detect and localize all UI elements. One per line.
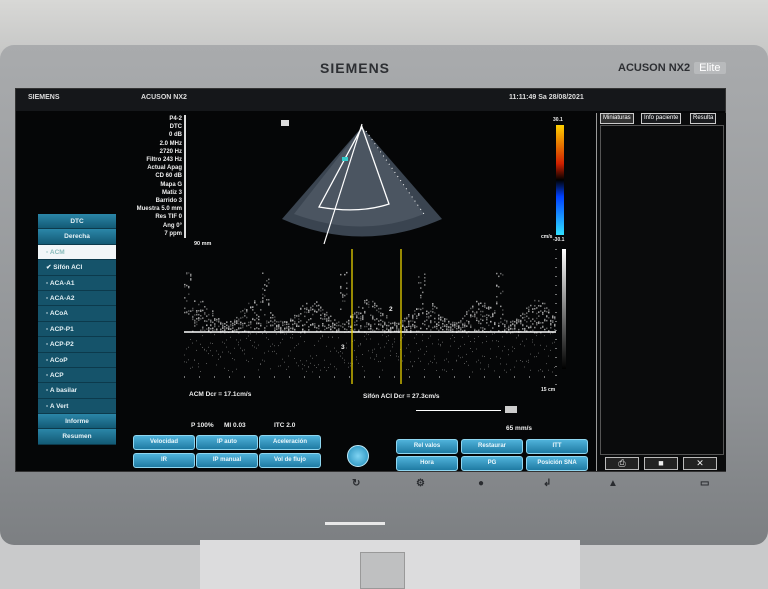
- tab-miniaturas[interactable]: Miniaturas: [600, 113, 634, 124]
- save-icon[interactable]: ■: [644, 457, 678, 470]
- measurement-sifon: Sifón ACI Dcr = 27.3cm/s: [363, 393, 440, 400]
- up-icon[interactable]: ▲: [608, 478, 618, 489]
- vessel-item[interactable]: ▫ ACoA: [38, 306, 116, 321]
- vessel-item[interactable]: ▫ ACA-A2: [38, 291, 116, 306]
- measure-button[interactable]: ITT: [526, 439, 588, 454]
- measure-button[interactable]: Posición SNA: [526, 456, 588, 471]
- measurement-acm: ACM Dcr = 17.1cm/s: [189, 391, 251, 398]
- vessel-label: ACM: [50, 249, 65, 256]
- param-line: 0 dB: [116, 131, 182, 139]
- vessel-item[interactable]: ▫ ACoP: [38, 353, 116, 368]
- vessel-label: Sifón ACI: [53, 264, 82, 271]
- thumbnail-area: [600, 125, 724, 455]
- param-line: Ang 0°: [116, 222, 182, 230]
- gray-scale-bar: [562, 249, 566, 369]
- b-mode-sector: [274, 119, 454, 249]
- vessel-item[interactable]: ✔ Sifón ACI: [38, 260, 116, 275]
- measure-button[interactable]: IP auto: [196, 435, 258, 450]
- param-line: Barrido 3: [116, 197, 182, 205]
- top-bar: SIEMENS ACUSON NX2 11:11:49 Sa 28/08/202…: [16, 89, 725, 111]
- sample-gate: [342, 157, 348, 161]
- measure-button[interactable]: Hora: [396, 456, 458, 471]
- orientation-marker: [281, 120, 289, 126]
- param-line: Actual Apag: [116, 164, 182, 172]
- doppler-spectrum: [184, 249, 574, 389]
- ultrasound-screen: SIEMENS ACUSON NX2 11:11:49 Sa 28/08/202…: [15, 88, 726, 472]
- measure-button[interactable]: IR: [133, 453, 195, 468]
- tab-resultados[interactable]: Resulta: [690, 113, 716, 124]
- vessel-item[interactable]: ▫ ACP-P1: [38, 322, 116, 337]
- sweep-slider[interactable]: [416, 410, 501, 411]
- vessel-item[interactable]: ▫ ACM: [38, 245, 116, 260]
- status-led: [325, 522, 385, 525]
- vessel-label: ACP: [50, 372, 64, 379]
- param-line: 7 ppm: [116, 230, 182, 238]
- gate-label-3: 3: [341, 344, 345, 351]
- param-line: Mapa G: [116, 181, 182, 189]
- datetime: 11:11:49 Sa 28/08/2021: [509, 94, 584, 101]
- depth-readout: 15 cm: [541, 387, 555, 393]
- rotary-knob[interactable]: [347, 445, 369, 467]
- vessel-label: A basilar: [50, 387, 77, 394]
- vessel-item[interactable]: ▫ ACP: [38, 368, 116, 383]
- print-icon[interactable]: ⎙: [605, 457, 639, 470]
- vessel-label: A Vert: [50, 403, 69, 410]
- vessel-item[interactable]: ▫ A Vert: [38, 399, 116, 414]
- settings-icon[interactable]: ⚙: [416, 478, 425, 489]
- param-line: Matiz 3: [116, 189, 182, 197]
- vessel-item[interactable]: ▫ ACA-A1: [38, 276, 116, 291]
- vessel-label: ACA-A1: [50, 280, 75, 287]
- param-line: Muestra 5.0 mm: [116, 205, 182, 213]
- param-line: P4-2: [116, 115, 182, 123]
- measure-button[interactable]: Rel valos: [396, 439, 458, 454]
- param-line: DTC: [116, 123, 182, 131]
- color-scale-bar: [556, 125, 564, 235]
- logo: SIEMENS: [28, 94, 60, 101]
- measure-button[interactable]: PG: [461, 456, 523, 471]
- vessel-label: ACP-P2: [50, 341, 74, 348]
- close-icon[interactable]: ✕: [683, 457, 717, 470]
- power-icon[interactable]: ↻: [352, 478, 360, 489]
- vessel-item[interactable]: ▫ ACP-P2: [38, 337, 116, 352]
- slider-handle[interactable]: [505, 406, 517, 413]
- vessel-item[interactable]: ▫ A basilar: [38, 383, 116, 398]
- keyboard-icon[interactable]: ▭: [700, 478, 709, 489]
- vessel-label: ACP-P1: [50, 326, 74, 333]
- home-icon[interactable]: ●: [478, 478, 484, 489]
- measure-button[interactable]: Velocidad: [133, 435, 195, 450]
- param-line: 2.0 MHz: [116, 140, 182, 148]
- brand-logo: SIEMENS: [320, 60, 390, 76]
- summary-button[interactable]: Resumen: [38, 429, 116, 444]
- system-name: ACUSON NX2: [141, 94, 187, 101]
- param-line: Filtro 243 Hz: [116, 156, 182, 164]
- param-line: Res TIF 0: [116, 213, 182, 221]
- depth-label: 90 mm: [194, 241, 211, 247]
- model-label: ACUSON NX2 Elite: [618, 62, 726, 74]
- vessel-label: ACA-A2: [50, 295, 75, 302]
- measure-button[interactable]: Restaurar: [461, 439, 523, 454]
- exam-type-button[interactable]: DTC: [38, 214, 116, 229]
- measure-button[interactable]: IP manual: [196, 453, 258, 468]
- param-line: CD 60 dB: [116, 172, 182, 180]
- measure-button[interactable]: Aceleración: [259, 435, 321, 450]
- report-button[interactable]: Informe: [38, 414, 116, 429]
- imaging-parameters: P4-2 DTC 0 dB 2.0 MHz 2720 Hz Filtro 243 Hz Ac…: [116, 115, 186, 238]
- tab-info-paciente[interactable]: Info paciente: [641, 113, 681, 124]
- side-button[interactable]: Derecha: [38, 229, 116, 244]
- stand-clip: [360, 552, 405, 589]
- vessel-list: DTC Derecha ▫ ACM ✔ Sifón ACI ▫ ACA-A1 ▫ AC…: [38, 214, 116, 445]
- param-line: 2720 Hz: [116, 148, 182, 156]
- vessel-label: ACoP: [50, 357, 68, 364]
- vessel-label: ACoA: [50, 310, 68, 317]
- back-icon[interactable]: ↲: [543, 478, 551, 489]
- sweep-speed: 65 mm/s: [506, 425, 532, 432]
- right-panel: Miniaturas Info paciente Resulta ⎙ ■ ✕: [596, 113, 726, 471]
- measure-button[interactable]: Vol de flujo: [259, 453, 321, 468]
- gate-label-2: 2: [389, 306, 393, 313]
